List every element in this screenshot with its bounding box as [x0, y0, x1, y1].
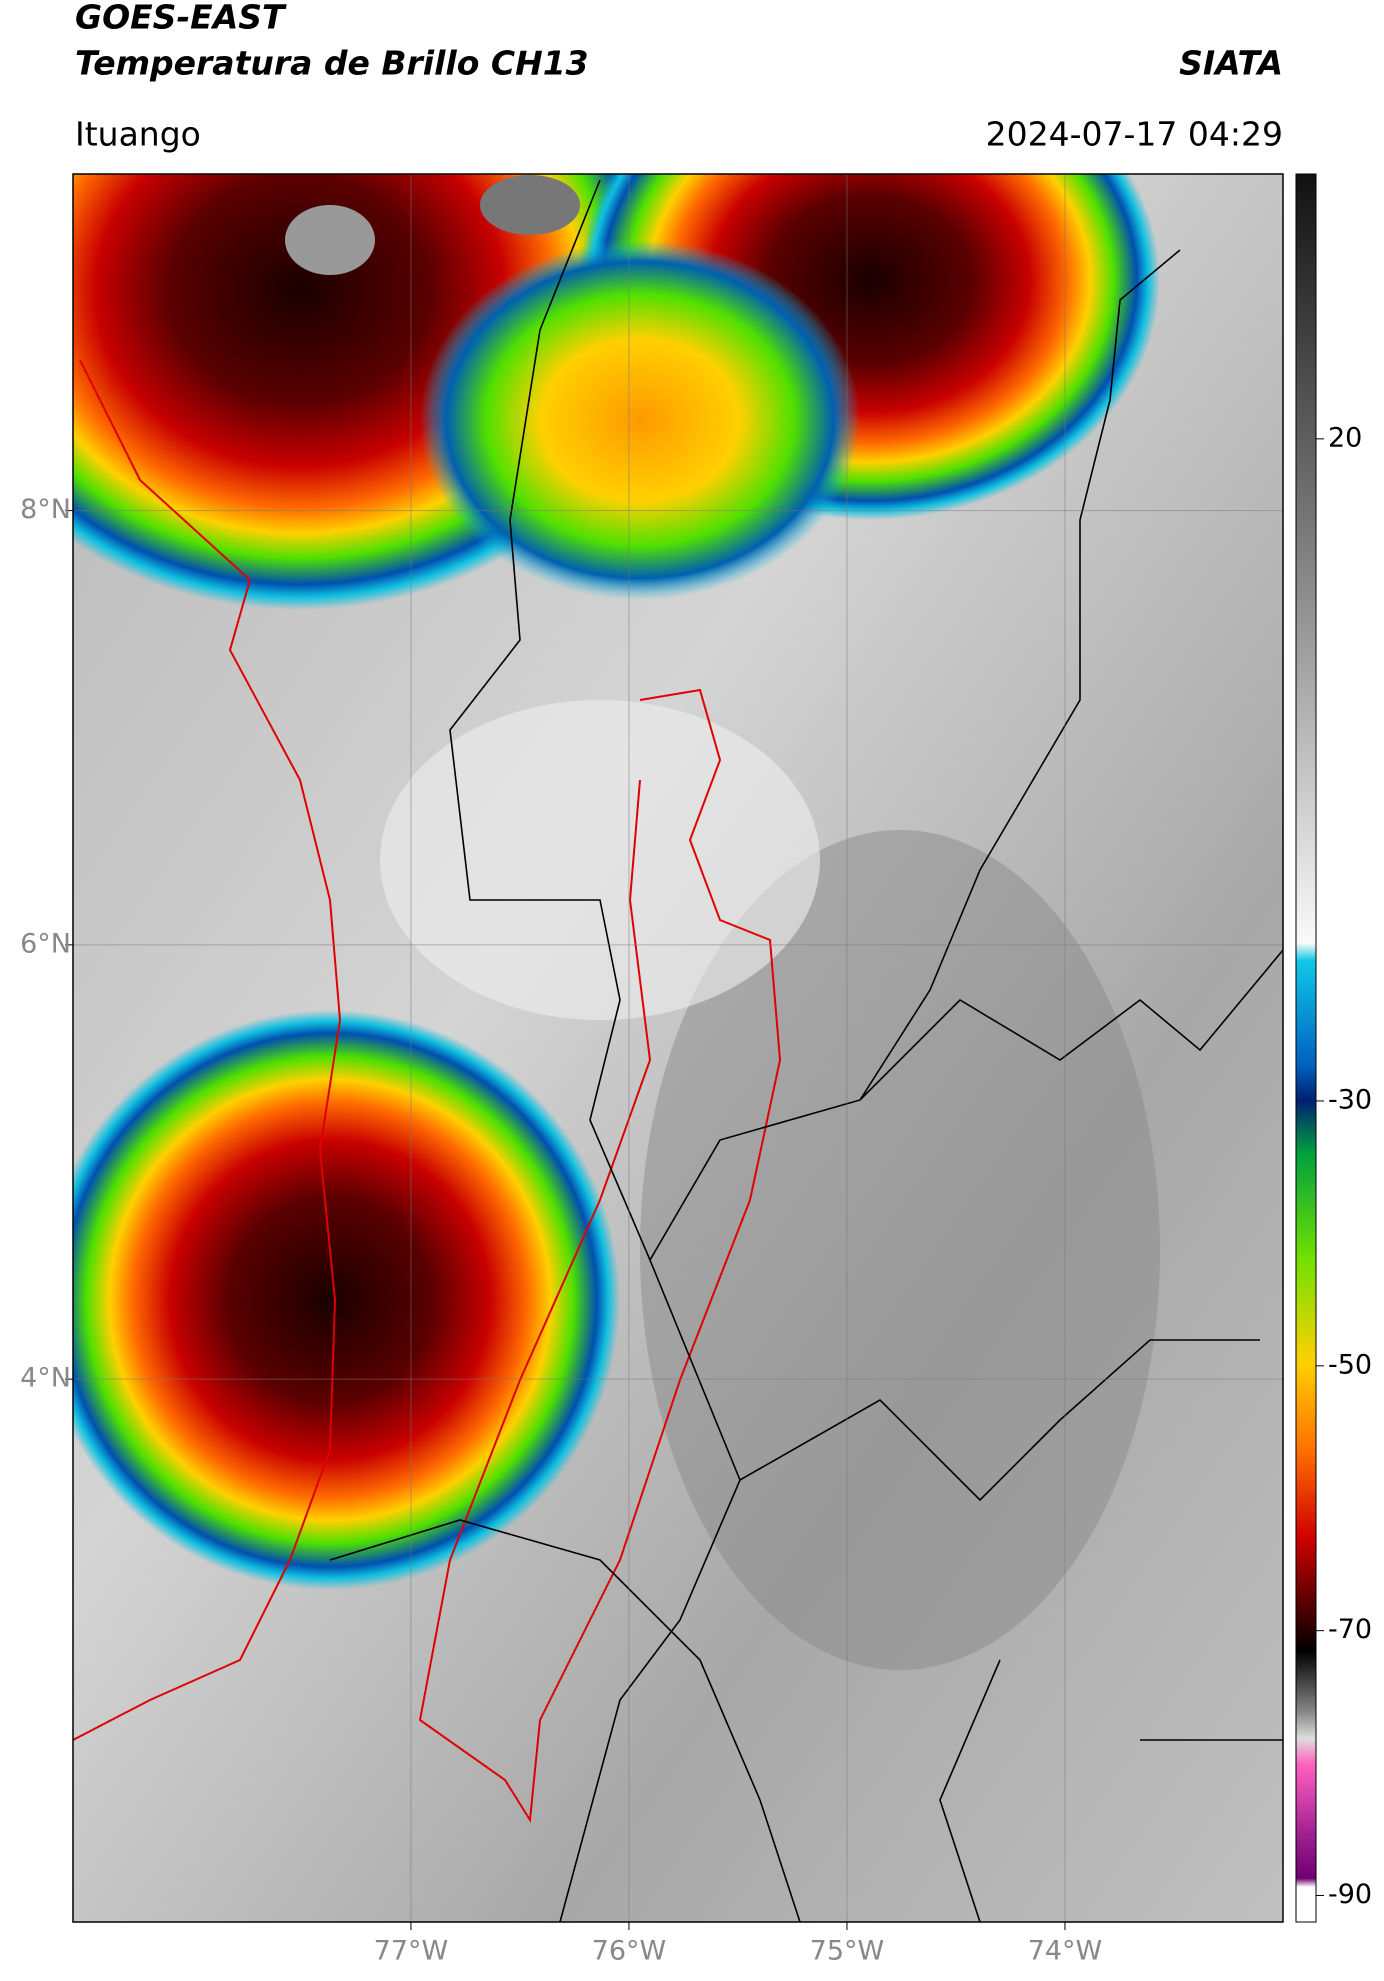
- map-frame: [72, 173, 1284, 1923]
- source: SIATA: [1179, 44, 1283, 83]
- colorbar-label: 20: [1328, 422, 1362, 453]
- colorbar-label: -30: [1328, 1084, 1372, 1115]
- storm: [73, 1010, 620, 1590]
- cold-top: [285, 205, 375, 275]
- x-tick-label: 77°W: [374, 1936, 449, 1967]
- location: Ituango: [75, 115, 201, 154]
- cloud: [380, 700, 820, 1020]
- colorbar-label: -70: [1328, 1614, 1372, 1645]
- timestamp: 2024-07-17 04:29: [986, 115, 1283, 154]
- x-tick-label: 75°W: [810, 1936, 885, 1967]
- grid: [73, 174, 1283, 1922]
- imagery: [73, 174, 1283, 1922]
- region-border: [418, 688, 782, 1824]
- colorbar-label: -50: [1328, 1349, 1372, 1380]
- colorbar-label: -90: [1328, 1879, 1372, 1910]
- coastline: [73, 359, 342, 1741]
- cold-top: [480, 175, 580, 235]
- dept-border: [859, 949, 1283, 1101]
- dept-border: [329, 1519, 801, 1922]
- x-tick-label: 74°W: [1028, 1936, 1103, 1967]
- y-tick-label: 6°N: [20, 928, 71, 959]
- subtitle: Temperatura de Brillo CH13: [75, 44, 589, 83]
- dept-border: [559, 1479, 741, 1922]
- colorbar: [1295, 173, 1317, 1923]
- x-tick-label: 76°W: [592, 1936, 667, 1967]
- storm: [420, 240, 860, 600]
- y-tick-label: 8°N: [20, 494, 71, 525]
- cloud: [640, 830, 1160, 1670]
- title: GOES-EAST: [75, 0, 287, 37]
- y-tick-label: 4°N: [20, 1363, 71, 1394]
- dept-border: [939, 1659, 1001, 1922]
